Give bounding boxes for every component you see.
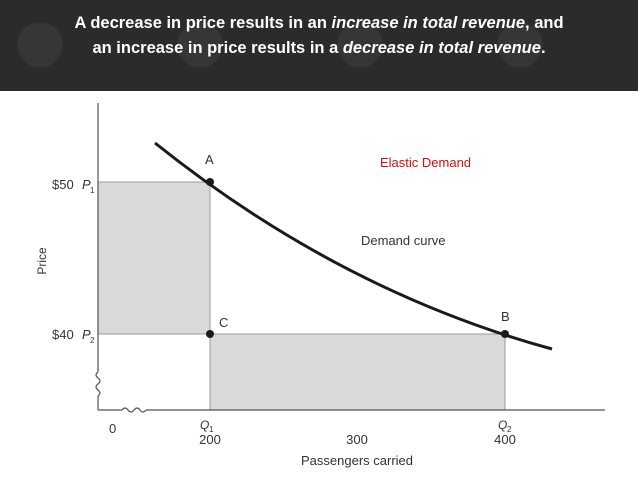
y-axis-label: Price	[35, 247, 49, 275]
point-a-label: A	[205, 152, 214, 167]
banner-text-5: decrease in total revenue	[342, 39, 541, 57]
banner-text-1: A decrease in price results in an	[74, 14, 332, 32]
elastic-demand-label: Elastic Demand	[380, 155, 471, 170]
banner-text-6: .	[540, 39, 546, 57]
origin-label: 0	[109, 421, 116, 436]
x-axis-label: Passengers carried	[301, 453, 413, 468]
title-banner: A decrease in price results in an increa…	[0, 0, 638, 91]
svg-text:P: P	[82, 327, 91, 342]
svg-text:$40: $40	[52, 327, 74, 342]
svg-text:400: 400	[494, 432, 516, 447]
svg-text:2: 2	[90, 336, 95, 345]
tick-300-label: 300	[346, 432, 368, 447]
svg-text:P: P	[82, 177, 91, 192]
point-b-label: B	[501, 309, 510, 324]
x-axis-break	[121, 407, 147, 413]
banner-text-4: an increase in price results in a	[92, 39, 343, 57]
demand-curve-label: Demand curve	[361, 233, 446, 248]
banner-text-2: increase in total revenue	[331, 14, 526, 32]
revenue-rect-b	[209, 333, 506, 411]
svg-text:Q: Q	[498, 418, 507, 432]
price-label-low: $40 P 2	[52, 327, 95, 345]
revenue-rect-a	[97, 181, 211, 335]
svg-text:1: 1	[209, 425, 214, 434]
svg-text:2: 2	[507, 425, 512, 434]
point-a-dot	[206, 178, 214, 186]
banner-title: A decrease in price results in an increa…	[6, 11, 632, 61]
q1-label: Q 1 200	[199, 418, 221, 447]
demand-curve	[154, 141, 553, 351]
q2-label: Q 2 400	[494, 418, 516, 447]
point-c-dot	[206, 330, 214, 338]
price-label-high: $50 P 1	[52, 177, 95, 195]
banner-text-3: , and	[525, 14, 564, 32]
svg-text:1: 1	[90, 186, 95, 195]
svg-text:$50: $50	[52, 177, 74, 192]
point-b-dot	[501, 330, 509, 338]
svg-text:Q: Q	[200, 418, 209, 432]
demand-diagram: A C B Demand curve Elastic Demand $50 P …	[35, 103, 605, 468]
point-c-label: C	[219, 315, 228, 330]
svg-text:200: 200	[199, 432, 221, 447]
y-axis-break	[95, 371, 101, 397]
